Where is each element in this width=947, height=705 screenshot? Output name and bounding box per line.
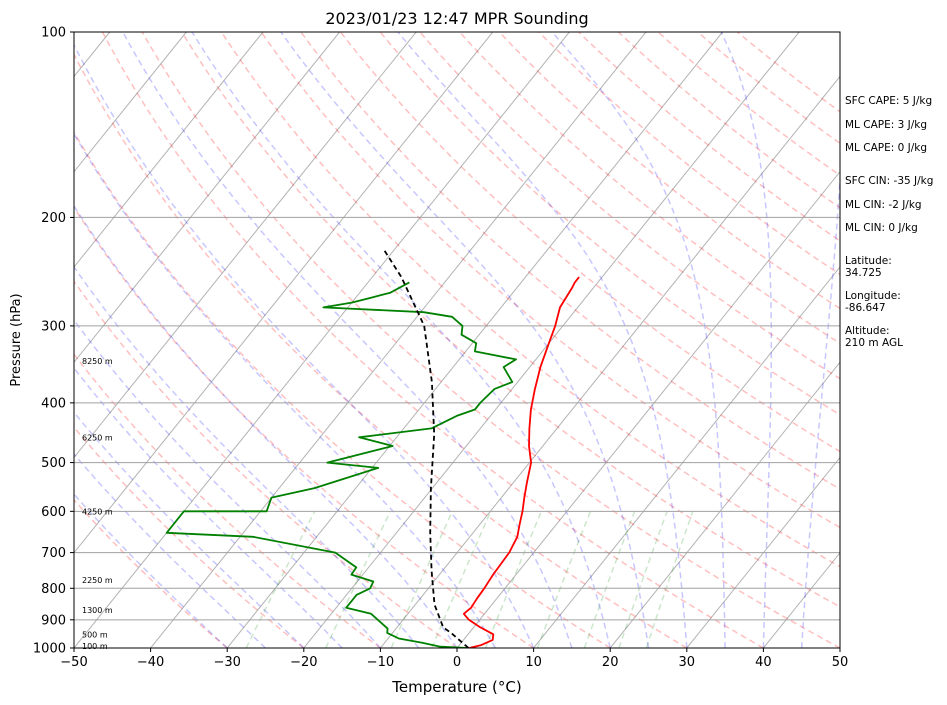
height-label: 500 m	[82, 630, 108, 639]
mixing-ratio-line	[245, 510, 316, 648]
y-tick-label: 700	[41, 546, 66, 561]
dry-adiabat-line	[74, 280, 458, 648]
dry-adiabat-line	[74, 498, 228, 648]
temperature-trace	[462, 276, 580, 648]
y-tick-label: 300	[41, 319, 66, 334]
isotherm-line	[226, 32, 723, 648]
y-tick-label: 1000	[33, 642, 66, 657]
height-label: 1300 m	[82, 606, 113, 615]
isotherm-line	[686, 456, 840, 648]
isotherm-line	[609, 361, 840, 648]
longitude-label: Longitude:	[845, 290, 901, 302]
x-tick-label: −10	[367, 655, 394, 670]
x-axis-ticks: −50 −40 −30 −20 −10 0 10 20 30 40 50	[60, 648, 848, 670]
latitude-value: 34.725	[845, 267, 882, 279]
y-tick-label: 100	[41, 26, 66, 41]
x-axis-label: Temperature (°C)	[391, 678, 521, 696]
y-tick-label: 400	[41, 396, 66, 411]
isotherm-line	[74, 32, 187, 173]
x-tick-label: −20	[290, 655, 317, 670]
y-tick-label: 600	[41, 505, 66, 520]
dry-adiabat-line	[459, 32, 840, 345]
x-tick-label: 0	[453, 655, 461, 670]
moist-adiabat-line	[551, 32, 726, 648]
x-tick-label: 50	[832, 655, 849, 670]
height-label: 2250 m	[82, 576, 113, 585]
isotherm-line	[74, 32, 494, 554]
dry-adiabat-line	[220, 32, 840, 568]
isotherm-line	[456, 170, 840, 648]
moist-adiabat-line	[720, 32, 773, 648]
x-tick-label: −50	[60, 655, 87, 670]
isotherm-line	[74, 32, 264, 268]
ml-cape-text-2: ML CAPE: 0 J/kg	[845, 142, 927, 154]
isotherm-line	[533, 266, 840, 648]
isotherm-line	[74, 32, 340, 364]
dry-adiabat-line	[74, 130, 611, 648]
dry-adiabat-line	[74, 353, 381, 648]
y-axis-ticks: 100 200 300 400 500 600 700 800 900 1000	[33, 26, 74, 657]
y-axis-label: Pressure (hPa)	[9, 293, 24, 386]
isotherm-line	[74, 32, 417, 459]
sounding-traces	[165, 248, 580, 648]
dry-adiabat-line	[74, 52, 688, 648]
dry-adiabat-line	[74, 206, 535, 648]
x-tick-label: 30	[679, 655, 696, 670]
latitude-label: Latitude:	[845, 255, 892, 267]
height-labels: 100 m 500 m 1300 m 2250 m 4250 m 6250 m 8250 m	[82, 357, 113, 651]
height-label: 4250 m	[82, 507, 113, 516]
dry-adiabat-line	[379, 32, 840, 416]
background-lines	[74, 32, 840, 648]
x-tick-label: −30	[213, 655, 240, 670]
moist-adiabat-line	[74, 132, 496, 648]
isotherm-line	[303, 32, 800, 648]
moist-adiabat-line	[74, 411, 305, 648]
sfc-cape-text: SFC CAPE: 5 J/kg	[845, 95, 932, 107]
dry-adiabat-line	[181, 32, 840, 608]
ml-cin-text-2: ML CIN: 0 J/kg	[845, 222, 918, 234]
dry-adiabat-line	[419, 32, 840, 380]
y-tick-label: 800	[41, 582, 66, 597]
moist-adiabat-line	[74, 265, 420, 648]
moist-adiabat-line	[122, 32, 573, 648]
moist-adiabat-line	[397, 32, 688, 648]
y-tick-label: 200	[41, 211, 66, 226]
sfc-cin-text: SFC CIN: -35 J/kg	[845, 175, 933, 187]
ml-cape-text: ML CAPE: 3 J/kg	[845, 119, 927, 131]
dry-adiabat-line	[141, 32, 840, 648]
ml-cin-text: ML CIN: -2 J/kg	[845, 199, 922, 211]
x-tick-label: −40	[137, 655, 164, 670]
altitude-label: Altitude:	[845, 325, 890, 337]
dry-adiabat-line	[101, 32, 764, 648]
moist-adiabat-line	[280, 32, 650, 648]
moist-adiabat-line	[74, 366, 343, 648]
y-tick-label: 500	[41, 456, 66, 471]
x-tick-label: 10	[525, 655, 542, 670]
isotherm-line	[74, 32, 570, 648]
dewpoint-trace	[165, 281, 517, 648]
x-tick-label: 40	[755, 655, 772, 670]
x-tick-label: 20	[602, 655, 619, 670]
height-label: 6250 m	[82, 433, 113, 442]
isotherm-line	[150, 32, 647, 648]
moist-adiabat-line	[800, 168, 840, 648]
indices-panel: SFC CAPE: 5 J/kg ML CAPE: 3 J/kg ML CAPE…	[845, 95, 933, 349]
height-label: 100 m	[82, 642, 108, 651]
isotherm-line	[380, 75, 840, 648]
altitude-value: 210 m AGL	[845, 337, 903, 349]
longitude-value: -86.647	[845, 302, 886, 314]
moist-adiabat-line	[191, 32, 611, 648]
y-tick-label: 900	[41, 613, 66, 628]
moist-adiabat-line	[74, 493, 228, 648]
chart-title: 2023/01/23 12:47 MPR Sounding	[325, 9, 588, 28]
moist-adiabat-line	[74, 452, 267, 648]
height-label: 8250 m	[82, 357, 113, 366]
